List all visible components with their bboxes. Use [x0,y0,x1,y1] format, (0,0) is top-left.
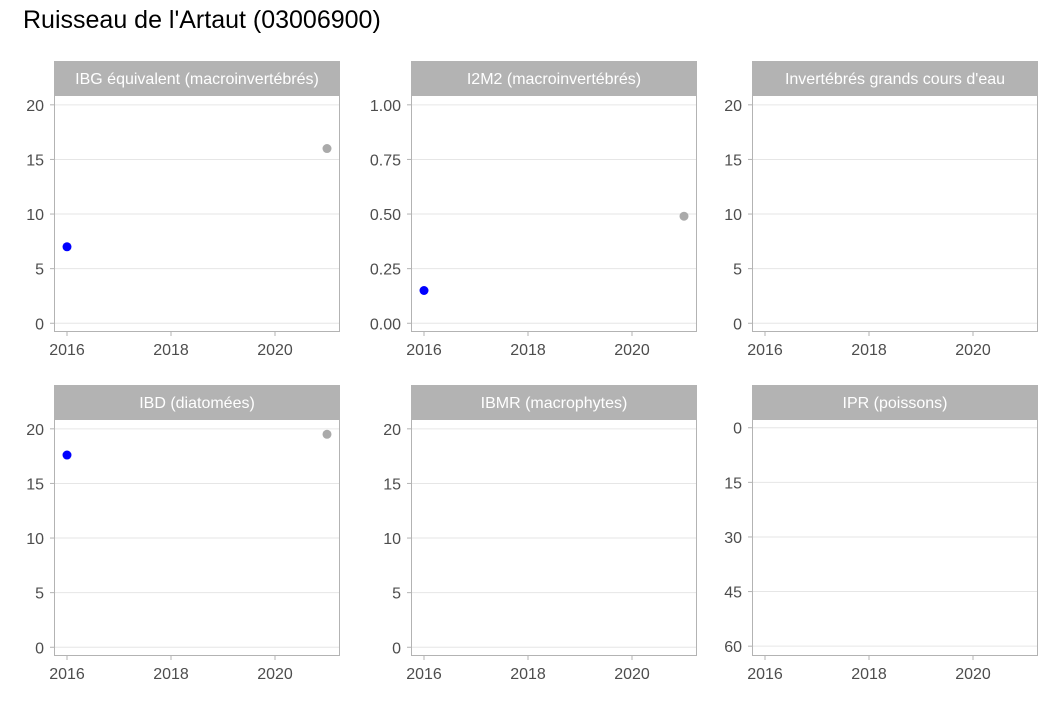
y-tick-label: 0 [35,640,44,657]
x-tick-label: 2020 [955,666,991,683]
y-tick-label: 5 [35,586,44,603]
facet-panel: IBMR (macrophytes) 0 5 10 15 20 2016 2018 2020 [383,385,697,683]
y-tick-label: 0 [392,640,401,657]
data-point [62,242,72,252]
facet-panel: IBD (diatomées) 0 5 10 15 20 2016 2018 2020 [26,385,340,683]
facet-title: Invertébrés grands cours d'eau [785,71,1005,88]
y-tick-label: 15 [26,476,44,493]
y-tick-label: 10 [724,207,742,224]
x-tick-label: 2020 [257,666,293,683]
y-tick-label: 60 [724,639,742,656]
x-tick-label: 2020 [614,342,650,359]
y-tick-label: 1.00 [370,98,401,115]
facet-title: IBG équivalent (macroinvertébrés) [75,71,319,88]
facet-title: IBD (diatomées) [139,395,255,412]
y-tick-label: 0 [35,316,44,333]
y-tick-label: 5 [35,262,44,279]
y-tick-label: 30 [724,530,742,547]
y-tick-label: 15 [724,152,742,169]
facet-title: IBMR (macrophytes) [481,395,628,412]
y-tick-label: 15 [383,476,401,493]
x-tick-label: 2018 [510,666,546,683]
data-point [679,211,689,221]
y-tick-label: 5 [392,586,401,603]
y-tick-label: 0 [733,421,742,438]
facet-panel: Invertébrés grands cours d'eau0510152020… [724,61,1038,359]
y-tick-label: 20 [724,98,742,115]
x-tick-label: 2018 [510,342,546,359]
y-tick-label: 45 [724,585,742,602]
facet-strip [54,61,340,95]
data-point [62,450,72,460]
x-tick-label: 2020 [614,666,650,683]
y-tick-label: 0 [733,316,742,333]
data-point [322,429,332,439]
panel-border [54,95,340,332]
y-tick-label: 10 [26,531,44,548]
x-tick-label: 2016 [747,666,783,683]
x-tick-label: 2016 [406,342,442,359]
facet-strip [411,61,697,95]
facet-strip [54,385,340,419]
y-tick-label: 20 [26,422,44,439]
x-tick-label: 2016 [406,666,442,683]
facet-strip [752,61,1038,95]
x-tick-label: 2018 [851,666,887,683]
facet-panel: IBG équivalent (macroinvertébrés) 0 5 10 15 2… [26,61,340,359]
panel-border [54,419,340,656]
panel-border [411,95,697,332]
x-tick-label: 2018 [851,342,887,359]
panel-border [411,419,697,656]
y-tick-label: 20 [383,422,401,439]
y-tick-label: 0.00 [370,316,401,333]
y-tick-label: 10 [383,531,401,548]
y-tick-label: 0.25 [370,262,401,279]
facet-strip [411,385,697,419]
y-tick-label: 0.75 [370,152,401,169]
data-point [419,285,429,295]
facet-panel: I2M2 (macroinvertébrés) 0.00 0.25 0.50 0.75 1… [370,61,697,359]
x-tick-label: 2020 [955,342,991,359]
x-tick-label: 2016 [747,342,783,359]
y-tick-label: 15 [724,475,742,492]
facet-title: I2M2 (macroinvertébrés) [467,71,641,88]
x-tick-label: 2016 [49,666,85,683]
facet-panel: IPR (poissons) 0 15 30 45 60 2016 2018 2020 [724,385,1038,683]
panel-border [752,95,1038,332]
x-tick-label: 2018 [153,666,189,683]
y-tick-label: 15 [26,152,44,169]
y-tick-label: 20 [26,98,44,115]
y-tick-label: 5 [733,262,742,279]
x-tick-label: 2018 [153,342,189,359]
data-point [322,144,332,154]
facet-title: IPR (poissons) [843,395,948,412]
panel-border [752,419,1038,656]
y-tick-label: 0.50 [370,207,401,224]
page-title: Ruisseau de l'Artaut (03006900) [23,6,381,34]
x-tick-label: 2016 [49,342,85,359]
y-tick-label: 10 [26,207,44,224]
facet-strip [752,385,1038,419]
x-tick-label: 2020 [257,342,293,359]
